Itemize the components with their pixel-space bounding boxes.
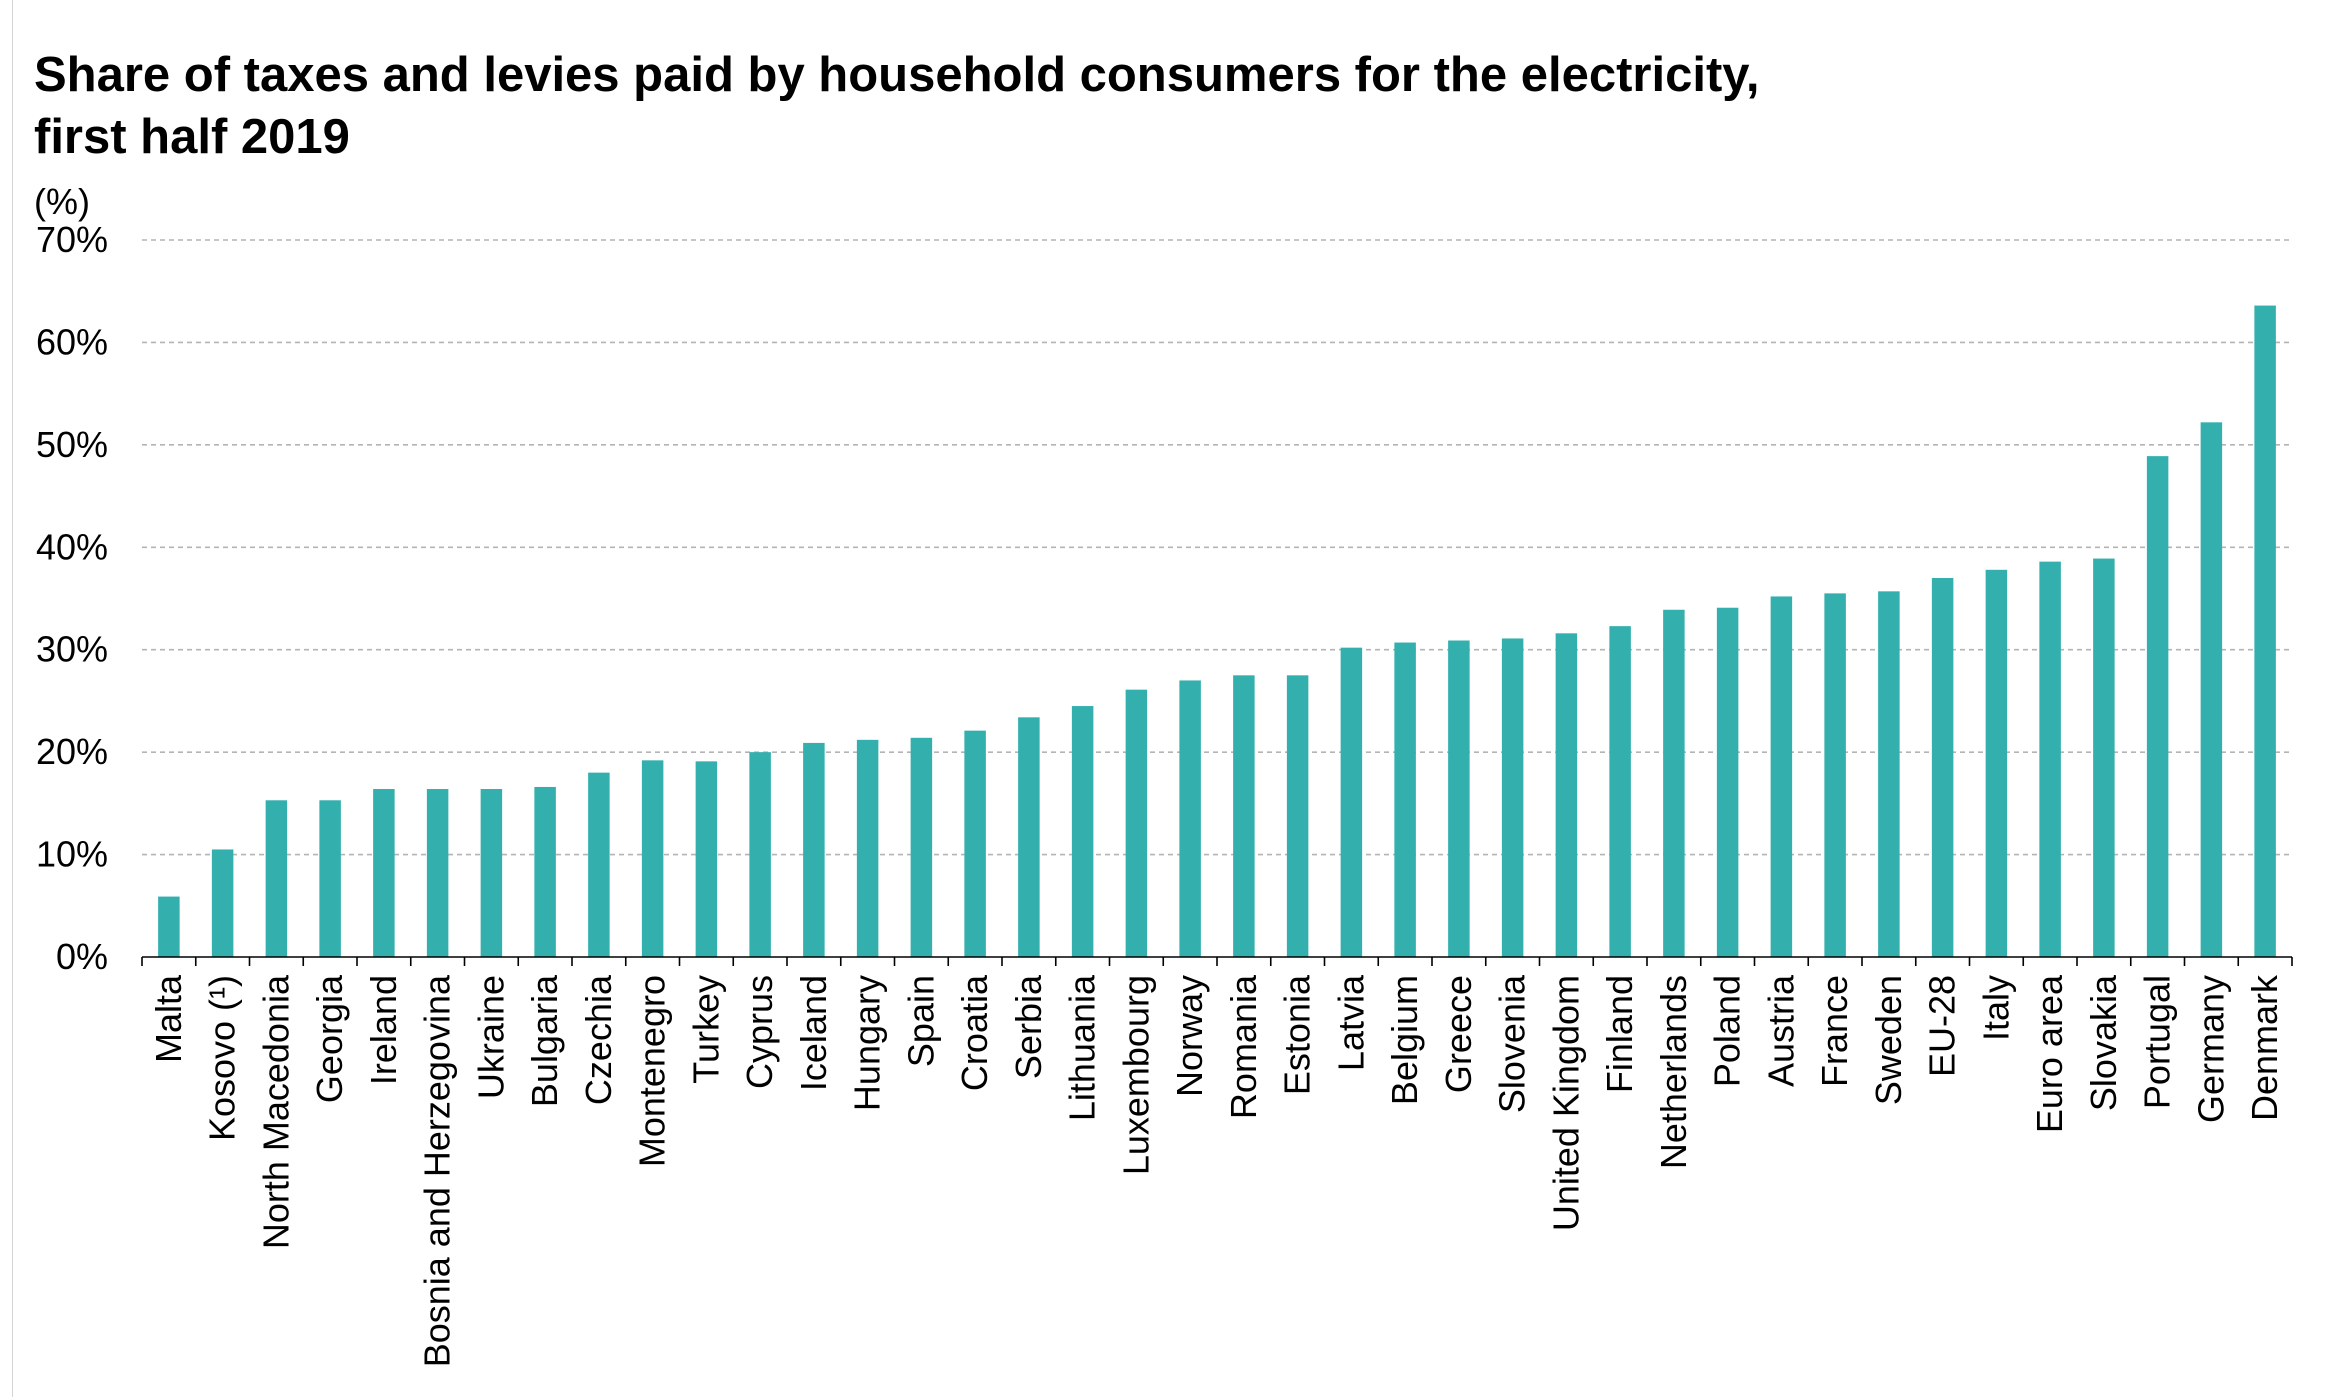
x-tick-label: Serbia	[1008, 974, 1049, 1079]
x-tick-label: Italy	[1975, 975, 2016, 1041]
bar	[1179, 680, 1201, 957]
y-tick-label: 70%	[36, 219, 108, 260]
bar	[1609, 626, 1631, 957]
x-tick-label: Bulgaria	[524, 974, 565, 1107]
x-tick-label: Ukraine	[470, 975, 511, 1099]
x-tick-label: Croatia	[954, 974, 995, 1091]
bar	[803, 742, 825, 957]
bar	[641, 760, 664, 957]
x-tick-label: Finland	[1599, 975, 1640, 1093]
bar	[426, 789, 449, 957]
y-tick-label: 0%	[56, 936, 108, 977]
bar	[1985, 569, 2008, 957]
x-axis	[141, 956, 2293, 966]
x-tick-label: Slovenia	[1492, 974, 1533, 1113]
bar	[2146, 456, 2169, 957]
bar	[856, 739, 879, 957]
y-tick-label: 20%	[36, 731, 108, 772]
x-tick-label: Georgia	[309, 974, 350, 1103]
bar	[373, 789, 395, 957]
x-tick-label: Czechia	[578, 974, 619, 1105]
bar	[1394, 642, 1416, 957]
x-tick-label: Lithuania	[1062, 974, 1103, 1121]
x-tick-label: Norway	[1169, 975, 1210, 1097]
bar	[964, 730, 986, 957]
bar	[749, 752, 771, 957]
y-tick-label: 10%	[36, 834, 108, 875]
x-tick-label: Belgium	[1384, 975, 1425, 1105]
x-tick-label: Slovakia	[2083, 974, 2124, 1111]
x-tick-label: EU-28	[1922, 975, 1963, 1077]
bar	[1233, 675, 1255, 957]
x-tick-label: Sweden	[1868, 975, 1909, 1105]
x-tick-label: Montenegro	[632, 975, 673, 1167]
bar	[2200, 422, 2223, 957]
bar	[1770, 596, 1793, 957]
y-tick-label: 30%	[36, 629, 108, 670]
x-tick-label: Romania	[1223, 974, 1264, 1119]
bar	[1448, 640, 1470, 957]
gridlines	[142, 239, 2292, 856]
x-tick-label: United Kingdom	[1545, 975, 1586, 1231]
bar	[1931, 578, 1954, 957]
bar	[2039, 561, 2061, 957]
bar	[1018, 717, 1040, 957]
x-tick-label: Estonia	[1277, 974, 1318, 1095]
x-tick-label: Portugal	[2137, 975, 2178, 1109]
bar	[211, 849, 234, 957]
x-tick-label: Kosovo (¹)	[202, 975, 243, 1141]
x-tick-label: Austria	[1760, 974, 1801, 1087]
bar	[1340, 647, 1363, 957]
x-tick-label: Cyprus	[739, 975, 780, 1089]
bar	[2254, 305, 2276, 957]
y-axis-unit-label: (%)	[34, 181, 90, 222]
x-tick-label: Iceland	[793, 975, 834, 1091]
bar	[588, 772, 610, 957]
y-tick-label: 60%	[36, 321, 108, 362]
x-axis-tick-labels: Malta Kosovo (¹) North Macedonia Georgia Ire…	[148, 974, 2285, 1367]
bar	[1501, 638, 1524, 957]
figure-frame	[12, 0, 2325, 1397]
bar	[1555, 633, 1578, 957]
x-tick-label: Bosnia and Herzegovina	[417, 974, 458, 1367]
bar	[480, 789, 503, 957]
x-tick-label: Turkey	[685, 975, 726, 1084]
x-tick-label: Denmark	[2244, 974, 2285, 1121]
y-tick-label: 40%	[36, 526, 108, 567]
bar	[158, 896, 180, 957]
y-tick-label: 50%	[36, 424, 108, 465]
x-tick-label: Latvia	[1330, 974, 1371, 1071]
x-tick-label: Germany	[2190, 975, 2231, 1123]
chart-title: Share of taxes and levies paid by househ…	[34, 48, 1760, 164]
x-tick-label: Netherlands	[1653, 975, 1694, 1169]
bar	[1663, 609, 1685, 957]
x-tick-label: Ireland	[363, 975, 404, 1085]
x-tick-label: France	[1814, 975, 1855, 1087]
bar	[695, 761, 718, 957]
bars	[158, 305, 2276, 957]
bar	[1286, 675, 1309, 957]
x-tick-label: Greece	[1438, 975, 1479, 1093]
y-axis-tick-labels: 0% 10% 20% 30% 40% 50% 60% 70%	[36, 219, 108, 977]
x-tick-label: Hungary	[847, 975, 888, 1111]
x-tick-label: North Macedonia	[255, 974, 296, 1249]
x-tick-label: Spain	[900, 975, 941, 1067]
bar	[910, 737, 933, 957]
x-tick-label: Poland	[1707, 975, 1748, 1087]
x-tick-label: Luxembourg	[1115, 975, 1156, 1175]
x-tick-label: Malta	[148, 974, 189, 1063]
bar	[319, 800, 341, 957]
bar	[1071, 706, 1094, 957]
bar	[1878, 591, 1900, 957]
bar	[265, 800, 288, 957]
x-tick-label: Euro area	[2029, 974, 2070, 1133]
bar	[1125, 689, 1148, 957]
bar	[1716, 607, 1739, 957]
bar	[1824, 593, 1846, 957]
bar	[2093, 558, 2115, 957]
bar	[534, 786, 556, 957]
